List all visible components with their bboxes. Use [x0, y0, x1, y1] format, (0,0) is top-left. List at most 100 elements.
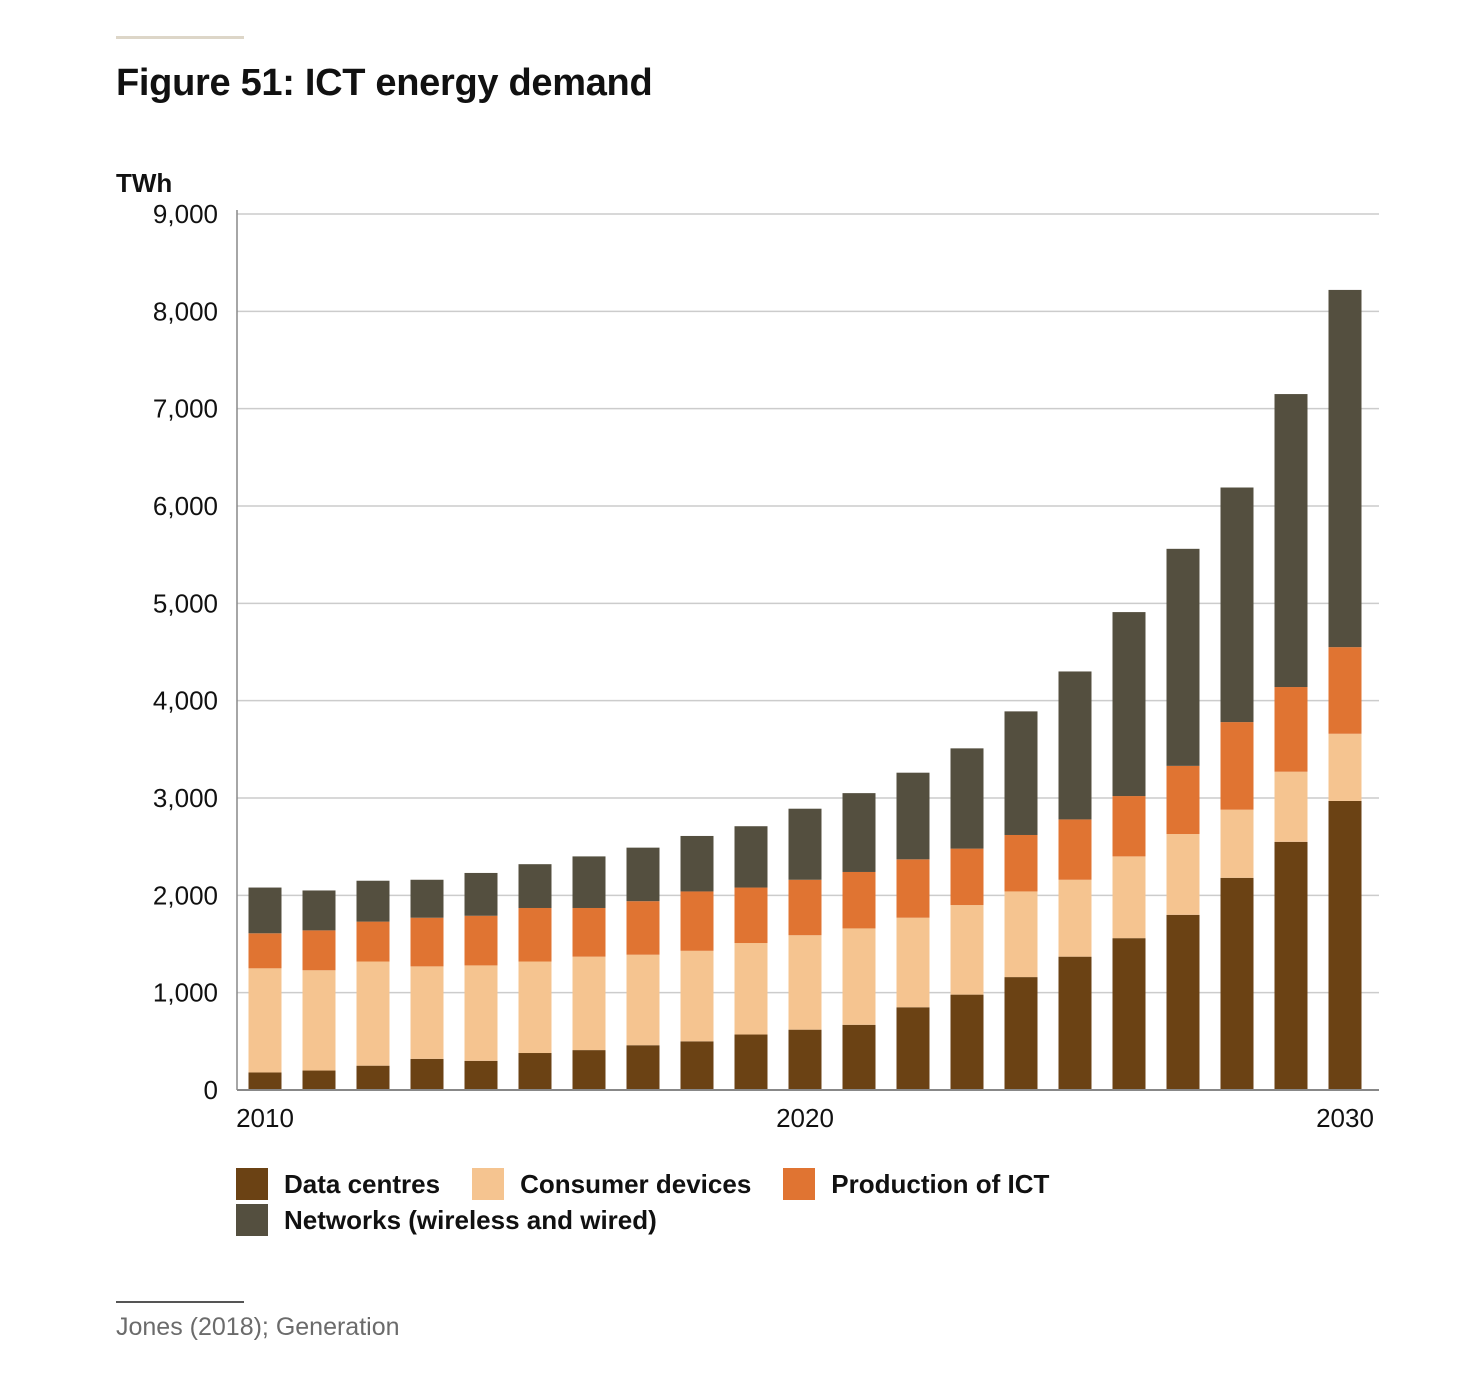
bar-segment-data-centres-2025 — [1058, 956, 1092, 1090]
bar-segment-networks-2028 — [1220, 487, 1254, 723]
bar-segment-data-centres-2021 — [842, 1024, 876, 1090]
bar-segment-networks-2010 — [248, 887, 282, 934]
bar-segment-production-of-ict-2021 — [842, 871, 876, 929]
bar-segment-data-centres-2022 — [896, 1007, 930, 1090]
bar-segment-networks-2013 — [410, 879, 444, 918]
bar-segment-production-of-ict-2012 — [356, 921, 390, 962]
bar-segment-production-of-ict-2014 — [464, 915, 498, 966]
legend-row: Data centres Consumer devices Production… — [236, 1166, 1136, 1202]
bar-segment-production-of-ict-2019 — [734, 887, 768, 944]
bar-segment-networks-2023 — [950, 748, 984, 849]
y-tick-label: 0 — [204, 1075, 218, 1105]
bar-segment-networks-2030 — [1328, 289, 1362, 648]
bar-segment-networks-2011 — [302, 890, 336, 931]
bar-segment-consumer-devices-2023 — [950, 905, 984, 995]
legend-label-data-centres: Data centres — [284, 1168, 441, 1199]
bar-segment-consumer-devices-2015 — [518, 961, 552, 1054]
bar-segment-data-centres-2019 — [734, 1034, 768, 1090]
bar-segment-data-centres-2011 — [302, 1070, 336, 1090]
bar-segment-networks-2029 — [1274, 394, 1308, 688]
top-rule — [116, 36, 244, 39]
bar-segment-consumer-devices-2011 — [302, 970, 336, 1071]
y-tick-label: 2,000 — [153, 880, 218, 910]
bar-segment-consumer-devices-2028 — [1220, 809, 1254, 878]
legend-swatch-consumer-devices — [472, 1168, 505, 1200]
bar-segment-consumer-devices-2029 — [1274, 771, 1308, 842]
legend-item-production-of-ict: Production of ICT — [783, 1168, 1049, 1200]
bar-segment-consumer-devices-2012 — [356, 961, 390, 1066]
bar-segment-production-of-ict-2030 — [1328, 647, 1362, 734]
bar-segment-networks-2025 — [1058, 671, 1092, 820]
page-title: Figure 51: ICT energy demand — [116, 62, 653, 104]
bar-segment-production-of-ict-2027 — [1166, 765, 1200, 835]
bar-segment-data-centres-2014 — [464, 1060, 498, 1090]
bar-segment-consumer-devices-2027 — [1166, 834, 1200, 915]
bar-segment-networks-2012 — [356, 880, 390, 922]
x-tick-labels: 2010 2020 2030 — [236, 1103, 1374, 1133]
bar-segment-consumer-devices-2022 — [896, 917, 930, 1008]
bar-segment-networks-2027 — [1166, 548, 1200, 766]
bar-segment-data-centres-2010 — [248, 1072, 282, 1090]
bar-segment-networks-2019 — [734, 826, 768, 888]
bar-segment-networks-2014 — [464, 872, 498, 916]
bar-segment-consumer-devices-2030 — [1328, 733, 1362, 801]
source-rule — [116, 1301, 244, 1303]
bar-segment-data-centres-2026 — [1112, 938, 1146, 1090]
y-tick-label: 7,000 — [153, 394, 218, 424]
bar-segment-data-centres-2016 — [572, 1050, 606, 1090]
legend-swatch-production-of-ict — [783, 1168, 816, 1200]
y-tick-label: 5,000 — [153, 588, 218, 618]
bar-segment-networks-2015 — [518, 864, 552, 908]
bars — [248, 289, 1362, 1090]
x-tick-label: 2010 — [236, 1103, 294, 1133]
bar-segment-consumer-devices-2016 — [572, 956, 606, 1051]
bar-segment-production-of-ict-2018 — [680, 891, 714, 951]
bar-segment-consumer-devices-2019 — [734, 943, 768, 1035]
source-note: Jones (2018); Generation — [116, 1313, 400, 1341]
bar-segment-production-of-ict-2016 — [572, 907, 606, 957]
bar-segment-production-of-ict-2028 — [1220, 722, 1254, 810]
x-tick-label: 2030 — [1316, 1103, 1374, 1133]
bar-segment-networks-2021 — [842, 793, 876, 872]
bar-segment-consumer-devices-2025 — [1058, 879, 1092, 957]
bar-segment-networks-2017 — [626, 847, 660, 902]
bar-segment-production-of-ict-2022 — [896, 859, 930, 918]
bar-segment-production-of-ict-2017 — [626, 901, 660, 955]
legend-item-data-centres: Data centres — [236, 1168, 440, 1200]
bar-segment-data-centres-2020 — [788, 1029, 822, 1090]
bar-segment-production-of-ict-2029 — [1274, 687, 1308, 772]
y-tick-label: 3,000 — [153, 783, 218, 813]
bar-segment-networks-2018 — [680, 835, 714, 892]
legend-swatch-data-centres — [236, 1168, 268, 1200]
bar-segment-production-of-ict-2023 — [950, 848, 984, 906]
bar-segment-production-of-ict-2015 — [518, 907, 552, 962]
bar-segment-consumer-devices-2010 — [248, 968, 282, 1073]
y-tick-label: 8,000 — [153, 296, 218, 326]
bar-segment-data-centres-2023 — [950, 994, 984, 1090]
bar-segment-networks-2024 — [1004, 711, 1038, 835]
bar-segment-consumer-devices-2020 — [788, 935, 822, 1030]
y-tick-label: 4,000 — [153, 686, 218, 716]
bar-segment-consumer-devices-2026 — [1112, 856, 1146, 939]
bar-segment-production-of-ict-2026 — [1112, 796, 1146, 857]
bar-segment-data-centres-2024 — [1004, 977, 1038, 1090]
legend-label-networks: Networks (wireless and wired) — [284, 1204, 657, 1235]
y-tick-label: 6,000 — [153, 491, 218, 521]
legend-label-production-of-ict: Production of ICT — [831, 1168, 1050, 1199]
bar-segment-networks-2026 — [1112, 612, 1146, 797]
y-axis-label: TWh — [116, 168, 172, 198]
bar-segment-data-centres-2028 — [1220, 877, 1254, 1090]
bar-segment-production-of-ict-2013 — [410, 917, 444, 967]
bar-segment-data-centres-2013 — [410, 1058, 444, 1090]
bar-segment-data-centres-2012 — [356, 1065, 390, 1090]
bar-segment-consumer-devices-2024 — [1004, 891, 1038, 978]
legend-item-consumer-devices: Consumer devices — [472, 1168, 751, 1200]
bar-segment-consumer-devices-2017 — [626, 954, 660, 1046]
bar-segment-data-centres-2027 — [1166, 914, 1200, 1090]
bar-segment-networks-2016 — [572, 856, 606, 908]
y-tick-labels: 0 1,000 2,000 3,000 4,000 5,000 6,000 7,000 8,00… — [153, 199, 218, 1105]
bar-segment-data-centres-2017 — [626, 1045, 660, 1090]
bar-segment-production-of-ict-2011 — [302, 930, 336, 971]
bar-segment-production-of-ict-2020 — [788, 879, 822, 936]
y-tick-label: 9,000 — [153, 199, 218, 229]
